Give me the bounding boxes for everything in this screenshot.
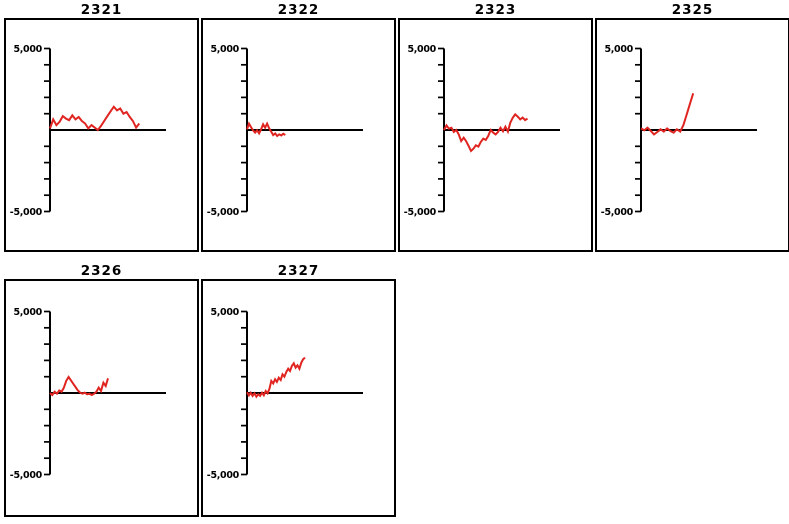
y-max-label: 5,000 [13, 44, 42, 55]
chart-panel-2326: 2326 5,000 -5,000 [4, 264, 199, 517]
chart-panel-2322: 2322 5,000 -5,000 [201, 3, 396, 252]
plot-svg-2327: 5,000 -5,000 [207, 307, 363, 481]
chart-panel-2327: 2327 5,000 -5,000 [201, 264, 396, 517]
y-max-label: 5,000 [210, 307, 239, 318]
series-line [246, 121, 286, 138]
chart-title-2323: 2323 [474, 2, 517, 18]
chart-title-2326: 2326 [80, 263, 123, 279]
plot-svg-2325: 5,000 -5,000 [601, 44, 757, 218]
plot-box-2321: 5,000 -5,000 [4, 18, 199, 252]
y-min-label: -5,000 [207, 470, 240, 481]
y-max-label: 5,000 [604, 44, 633, 55]
y-max-label: 5,000 [210, 44, 239, 55]
y-min-label: -5,000 [601, 207, 634, 218]
plot-svg-2322: 5,000 -5,000 [207, 44, 363, 218]
plot-box-2323: 5,000 -5,000 [398, 18, 593, 252]
y-min-label: -5,000 [10, 470, 43, 481]
y-min-label: -5,000 [404, 207, 437, 218]
plot-box-2322: 5,000 -5,000 [201, 18, 396, 252]
series-line [443, 112, 529, 153]
y-min-label: -5,000 [10, 207, 43, 218]
chart-title-2325: 2325 [671, 2, 714, 18]
plot-box-2326: 5,000 -5,000 [4, 279, 199, 517]
y-min-label: -5,000 [207, 207, 240, 218]
chart-title-2327: 2327 [277, 263, 320, 279]
plot-box-2327: 5,000 -5,000 [201, 279, 396, 517]
plot-svg-2321: 5,000 -5,000 [10, 44, 166, 218]
plot-svg-2323: 5,000 -5,000 [404, 44, 560, 218]
chart-panel-2321: 2321 5,000 -5,000 [4, 3, 199, 252]
chart-panel-2323: 2323 5,000 -5,000 [398, 3, 593, 252]
series-line [49, 375, 109, 397]
series-line [640, 93, 695, 136]
series-line [49, 105, 141, 132]
series-line [246, 356, 306, 399]
plot-box-2325: 5,000 -5,000 [595, 18, 789, 252]
y-max-label: 5,000 [407, 44, 436, 55]
chart-title-2321: 2321 [80, 2, 123, 18]
y-max-label: 5,000 [13, 307, 42, 318]
plot-svg-2326: 5,000 -5,000 [10, 307, 166, 481]
chart-title-2322: 2322 [277, 2, 320, 18]
chart-panel-2325: 2325 5,000 -5,000 [595, 3, 789, 252]
